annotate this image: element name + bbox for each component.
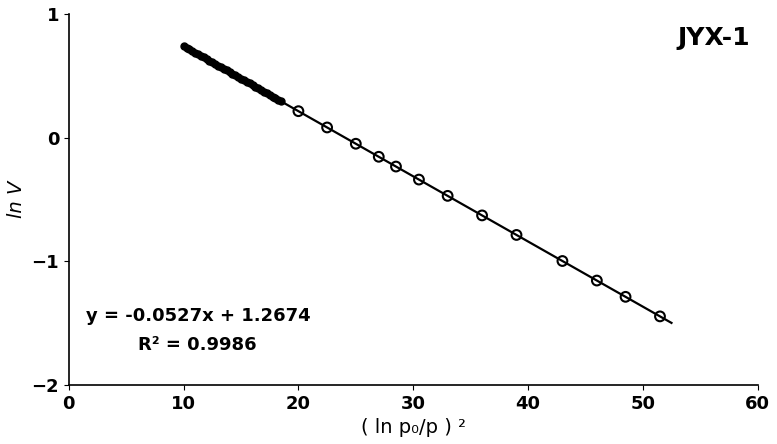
Point	[476, 212, 488, 219]
Point	[292, 107, 305, 115]
Y-axis label: ln V: ln V	[7, 181, 26, 218]
Point	[441, 192, 454, 199]
Point	[510, 231, 523, 238]
Point	[350, 140, 362, 147]
Point	[372, 153, 385, 160]
Point	[619, 293, 632, 301]
Point	[556, 258, 569, 265]
X-axis label: ( ln p₀/p ) ²: ( ln p₀/p ) ²	[361, 418, 465, 437]
Text: JYX-1: JYX-1	[678, 26, 750, 50]
Text: R² = 0.9986: R² = 0.9986	[138, 336, 256, 354]
Point	[653, 313, 666, 320]
Point	[321, 124, 333, 131]
Point	[390, 163, 402, 170]
Text: y = -0.0527x + 1.2674: y = -0.0527x + 1.2674	[86, 306, 311, 325]
Point	[591, 277, 603, 284]
Point	[413, 176, 425, 183]
